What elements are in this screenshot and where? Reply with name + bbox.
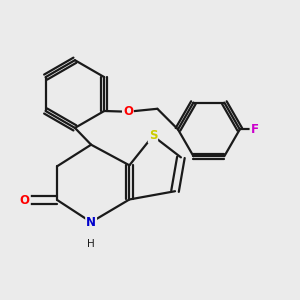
Text: H: H xyxy=(87,239,95,249)
Text: N: N xyxy=(86,216,96,229)
Text: S: S xyxy=(149,129,157,142)
Text: O: O xyxy=(20,194,30,207)
Text: F: F xyxy=(250,123,259,136)
Text: O: O xyxy=(123,105,133,118)
